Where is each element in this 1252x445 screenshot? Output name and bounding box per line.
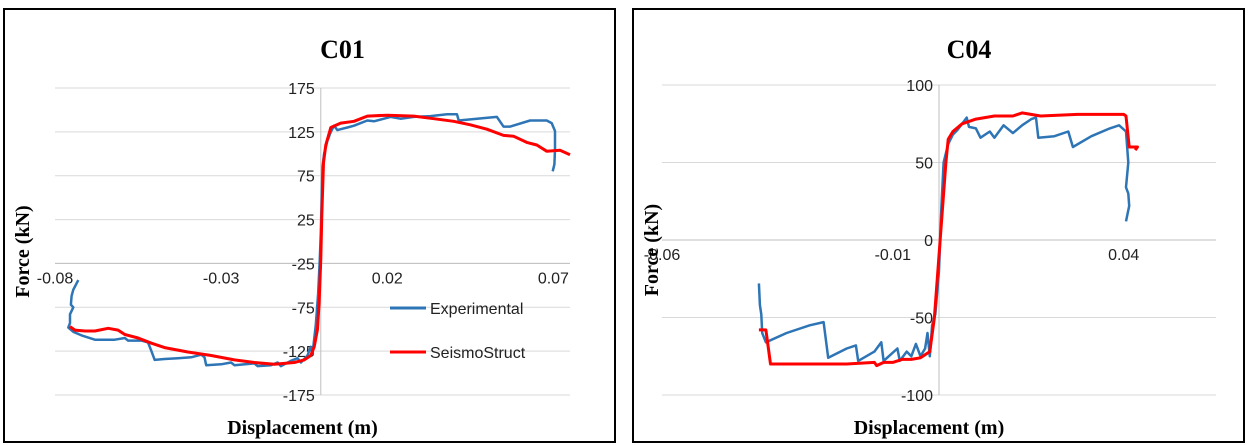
x-axis-title: Displacement (m) — [227, 417, 378, 439]
x-tick-label: -0.03 — [203, 270, 240, 287]
legend-label: SeismoStruct — [430, 345, 526, 362]
y-tick-label: 175 — [288, 81, 315, 98]
legend: Experimental SeismoStruct — [390, 301, 526, 362]
legend-label: Experimental — [430, 301, 523, 318]
chart-title: C01 — [320, 35, 365, 64]
x-axis-title: Displacement (m) — [854, 417, 1005, 439]
y-tick-label: 50 — [915, 156, 933, 173]
chart-panel-c04: C04 -100 -50 0 50 100 -0.06 -0.01 0.04 Displaceme… — [632, 8, 1245, 443]
y-tick-label: -175 — [283, 388, 315, 405]
series-line-experimental — [757, 116, 1131, 363]
x-tick-label: -0.08 — [37, 270, 74, 287]
y-tick-label: 0 — [924, 233, 933, 250]
chart-c04-svg: C04 -100 -50 0 50 100 -0.06 -0.01 0.04 Displaceme… — [641, 35, 1216, 439]
y-tick-label: -100 — [901, 388, 933, 405]
y-tick-label: -50 — [910, 311, 933, 328]
y-tick-label: -75 — [292, 300, 315, 317]
y-tick-label: -25 — [292, 256, 315, 273]
x-tick-label: 0.07 — [538, 270, 569, 287]
series-line-experimental — [67, 113, 557, 368]
y-axis-title: Force (kN) — [12, 205, 34, 297]
x-tick-label: 0.04 — [1108, 247, 1139, 264]
x-tick-label: -0.06 — [644, 247, 681, 264]
chart-panel-c01: C01 -175 -125 -75 -25 25 75 125 175 -0.08 -0.03 0.0… — [3, 8, 616, 443]
y-tick-label: 75 — [297, 169, 315, 186]
series-line-seismostruct — [758, 111, 1139, 368]
series-line-seismostruct — [69, 113, 571, 366]
y-tick-label: 100 — [906, 78, 933, 95]
y-axis-title: Force (kN) — [641, 204, 663, 296]
y-tick-label: 125 — [288, 125, 315, 142]
y-tick-label: 25 — [297, 213, 315, 230]
chart-title: C04 — [947, 35, 992, 64]
x-tick-label: 0.02 — [372, 270, 403, 287]
x-tick-label: -0.01 — [875, 247, 912, 264]
